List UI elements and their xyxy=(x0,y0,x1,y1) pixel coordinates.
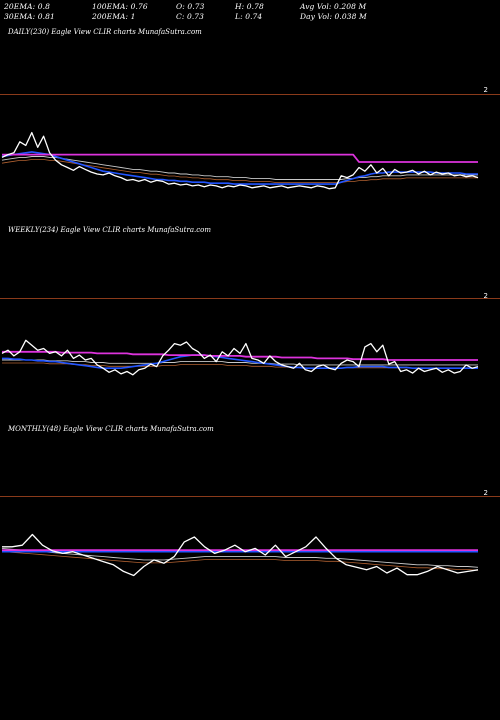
weekly-separator xyxy=(0,298,500,299)
daily-price-line xyxy=(1,131,479,190)
daily-ema-long-line xyxy=(2,153,478,163)
ema30-label: 30EMA: 0.81 xyxy=(4,12,55,21)
daily-chart xyxy=(1,131,479,190)
monthly-ema-slow-line xyxy=(1,551,479,571)
weekly-ema-mid-line xyxy=(2,359,478,366)
daily-ema-short-line xyxy=(1,151,478,185)
weekly-edge-marker: 2 xyxy=(483,292,488,300)
weekly-chart xyxy=(1,339,479,376)
close-label: C: 0.73 xyxy=(176,12,205,21)
monthly-chart xyxy=(1,533,479,577)
daily-ema-mid-line xyxy=(1,156,478,180)
daily-separator xyxy=(0,94,500,95)
ema20-label: 20EMA: 0.8 xyxy=(4,2,50,11)
open-label: O: 0.73 xyxy=(176,2,205,11)
weekly-price-line xyxy=(1,339,479,376)
weekly-ema-long-line xyxy=(2,350,478,361)
low-label: L: 0.74 xyxy=(235,12,263,21)
daily-ema-slow-line xyxy=(1,159,478,183)
ema100-label: 100EMA: 0.76 xyxy=(92,2,148,11)
day-vol-label: Day Vol: 0.038 M xyxy=(300,12,367,21)
daily-edge-marker: 2 xyxy=(483,86,488,94)
monthly-panel-label: MONTHLY(48) Eagle View CLIR charts Munaf… xyxy=(8,425,214,433)
ema200-label: 200EMA: 1 xyxy=(92,12,136,21)
monthly-edge-marker: 2 xyxy=(483,489,488,497)
weekly-panel-label: WEEKLY(234) Eagle View CLIR charts Munaf… xyxy=(8,226,212,234)
avg-vol-label: Avg Vol: 0.208 M xyxy=(300,2,367,11)
monthly-price-line xyxy=(2,533,479,577)
daily-panel-label: DAILY(230) Eagle View CLIR charts Munafa… xyxy=(8,28,202,36)
high-label: H: 0.78 xyxy=(235,2,264,11)
monthly-separator xyxy=(0,496,500,497)
